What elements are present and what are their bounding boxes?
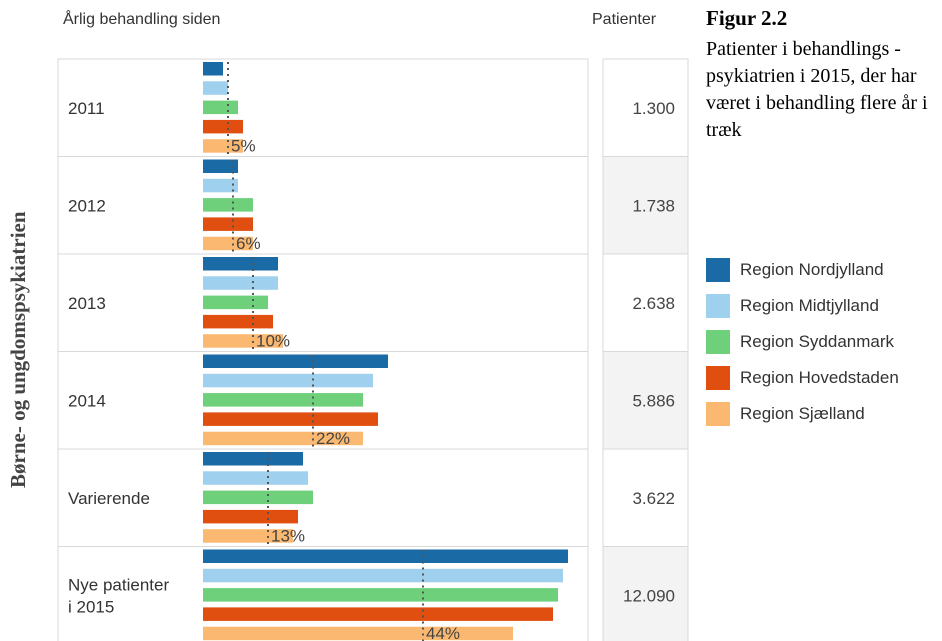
patients-value: 1.300: [632, 99, 675, 118]
legend-swatch: [706, 258, 730, 282]
bar: [203, 490, 313, 505]
bar: [203, 431, 363, 446]
patients-value: 3.622: [632, 489, 675, 508]
legend-swatch: [706, 330, 730, 354]
patients-value: 12.090: [623, 586, 675, 605]
category-label: Nye patienter: [68, 575, 169, 594]
bar: [203, 354, 388, 368]
patients-row-shade: [603, 156, 688, 254]
legend-item: Region Syddanmark: [706, 329, 894, 355]
bar: [203, 139, 243, 153]
bar: [203, 236, 253, 251]
bar: [203, 568, 563, 583]
legend-item: Region Nordjylland: [706, 257, 884, 283]
bar: [203, 62, 223, 76]
legend-label: Region Nordjylland: [740, 260, 884, 279]
legend-swatch: [706, 294, 730, 318]
category-label: 2014: [68, 391, 106, 410]
category-label: Varierende: [68, 489, 150, 508]
bar: [203, 198, 253, 212]
figure-subtitle: Patienter i behandlings - psykiatrien i …: [706, 38, 928, 141]
legend-item: Region Hovedstaden: [706, 365, 899, 391]
bar: [203, 588, 558, 602]
patients-value: 1.738: [632, 196, 675, 215]
bar: [203, 159, 238, 173]
bar: [203, 178, 238, 193]
bar: [203, 393, 363, 407]
patients-row-shade: [603, 546, 688, 641]
bar: [203, 529, 293, 543]
legend-label: Region Sjælland: [740, 404, 865, 423]
legend-label: Region Midtjylland: [740, 296, 879, 315]
bar: [203, 295, 268, 310]
category-label: 2011: [68, 99, 105, 118]
average-label: 6%: [236, 234, 261, 253]
legend-label: Region Syddanmark: [740, 332, 895, 351]
bar: [203, 81, 228, 95]
bar: [203, 607, 553, 621]
bar: [203, 217, 253, 231]
legend-swatch: [706, 366, 730, 390]
category-label: i 2015: [68, 597, 114, 616]
patients-value: 5.886: [632, 391, 675, 410]
bar: [203, 452, 303, 466]
legend-item: Region Midtjylland: [706, 293, 879, 319]
average-label: 13%: [271, 527, 305, 546]
legend-item: Region Sjælland: [706, 401, 865, 427]
bar: [203, 257, 278, 271]
figure-title: Figur 2.2: [706, 6, 788, 30]
bar: [203, 626, 513, 641]
patients-value: 2.638: [632, 294, 675, 313]
patients-row-shade: [603, 351, 688, 449]
bar: [203, 119, 243, 134]
bar: [203, 471, 308, 485]
bar: [203, 314, 273, 329]
bar: [203, 549, 568, 563]
legend-label: Region Hovedstaden: [740, 368, 899, 387]
column-header-right: Patienter: [592, 11, 657, 28]
bar: [203, 334, 283, 348]
average-label: 22%: [316, 429, 350, 448]
bar: [203, 373, 373, 388]
bar: [203, 509, 298, 524]
category-label: 2013: [68, 294, 106, 313]
column-header-left: Årlig behandling siden: [63, 11, 221, 28]
category-label: 2012: [68, 196, 106, 215]
average-label: 5%: [231, 137, 256, 156]
bar: [203, 100, 238, 115]
legend-swatch: [706, 402, 730, 426]
bar: [203, 412, 378, 426]
average-label: 10%: [256, 332, 290, 351]
average-label: 44%: [426, 624, 460, 641]
bar: [203, 276, 278, 290]
